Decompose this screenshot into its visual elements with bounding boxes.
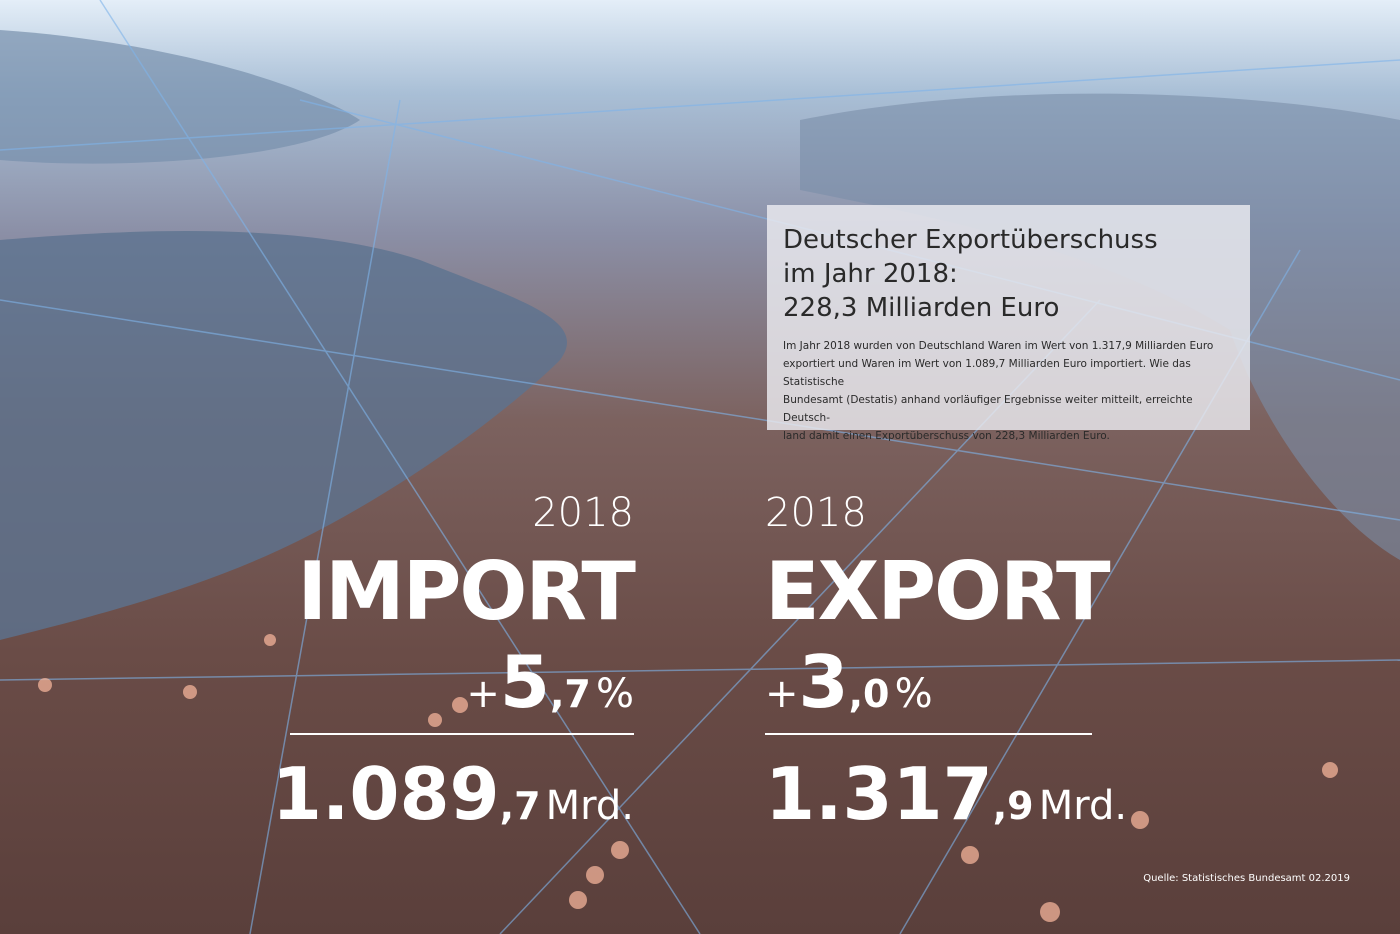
info-title-line: Deutscher Exportüberschuss: [783, 225, 1158, 255]
info-title: Deutscher Exportüberschuss im Jahr 2018:…: [783, 223, 1234, 325]
change-main: 3: [798, 640, 849, 724]
amount-main: 1.089: [271, 752, 500, 836]
info-box: Deutscher Exportüberschuss im Jahr 2018:…: [767, 205, 1250, 442]
source: Quelle: Statistisches Bundesamt 02.2019: [1143, 873, 1350, 884]
info-body-line: Bundesamt (Destatis) anhand vorläufiger …: [783, 394, 1193, 424]
divider: [290, 733, 634, 735]
info-body: Im Jahr 2018 wurden von Deutschland Ware…: [783, 337, 1234, 445]
import-amount: 1.089,7 Mrd.: [234, 752, 634, 836]
amount-decimal: ,7: [499, 784, 541, 828]
change-sign: +: [466, 671, 500, 717]
export-change: +3,0 %: [765, 640, 1125, 724]
import-label: IMPORT: [297, 545, 636, 638]
change-decimal: ,7: [550, 672, 591, 716]
change-decimal: ,0: [848, 672, 890, 716]
change-unit: %: [595, 671, 634, 717]
change-main: 5: [499, 640, 550, 724]
amount-main: 1.317: [765, 752, 993, 836]
info-title-line: 228,3 Milliarden Euro: [783, 293, 1060, 323]
export-label: EXPORT: [765, 545, 1111, 638]
amount-decimal: ,9: [992, 784, 1034, 828]
import-year: 2018: [532, 490, 634, 536]
info-body-line: land damit einen Exportüberschuss von 22…: [783, 430, 1110, 442]
info-title-line: im Jahr 2018:: [783, 259, 958, 289]
info-body-line: Im Jahr 2018 wurden von Deutschland Ware…: [783, 340, 1214, 352]
info-body-line: exportiert und Waren im Wert von 1.089,7…: [783, 358, 1191, 388]
change-unit: %: [894, 671, 933, 717]
change-sign: +: [765, 671, 799, 717]
export-amount: 1.317,9 Mrd.: [765, 752, 1165, 836]
import-change: +5,7 %: [274, 640, 634, 724]
divider: [765, 733, 1092, 735]
amount-unit: Mrd.: [1038, 783, 1128, 829]
amount-unit: Mrd.: [545, 783, 634, 829]
export-year: 2018: [765, 490, 867, 536]
